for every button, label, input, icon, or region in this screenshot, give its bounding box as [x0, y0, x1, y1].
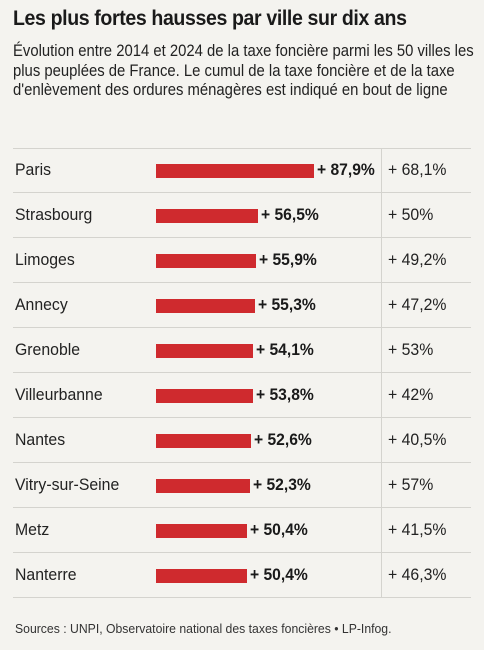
cumulative-label: + 57%	[388, 475, 434, 494]
table-row: Vitry-sur-Seine + 52,3% + 57%	[0, 463, 484, 508]
chart-title: Les plus fortes hausses par ville sur di…	[13, 7, 407, 30]
category-label: Annecy	[15, 295, 68, 314]
cumulative-label: + 42%	[388, 385, 434, 404]
data-label: + 50,4%	[250, 565, 308, 584]
table-row: Limoges + 55,9% + 49,2%	[0, 238, 484, 283]
category-label: Grenoble	[15, 340, 81, 359]
cumulative-label: + 68,1%	[388, 160, 447, 179]
cumulative-label: + 47,2%	[388, 295, 447, 314]
category-label: Nanterre	[15, 565, 77, 584]
row-divider	[13, 462, 471, 463]
row-divider	[13, 372, 471, 373]
category-label: Vitry-sur-Seine	[15, 475, 120, 494]
chart-subtitle: Évolution entre 2014 et 2024 de la taxe …	[13, 42, 474, 99]
row-divider	[13, 507, 471, 508]
source-note: Sources : UNPI, Observatoire national de…	[15, 621, 392, 636]
column-divider	[381, 148, 382, 598]
table-row: Paris + 87,9% + 68,1%	[0, 148, 484, 193]
table-row: Metz + 50,4% + 41,5%	[0, 508, 484, 553]
category-label: Limoges	[15, 250, 75, 269]
category-label: Nantes	[15, 430, 66, 449]
cumulative-label: + 53%	[388, 340, 434, 359]
cumulative-label: + 41,5%	[388, 520, 447, 539]
data-label: + 52,6%	[254, 430, 312, 449]
bar	[156, 569, 247, 583]
bar	[156, 344, 253, 358]
row-divider	[13, 237, 471, 238]
table-row: Annecy + 55,3% + 47,2%	[0, 283, 484, 328]
category-label: Villeurbanne	[15, 385, 103, 404]
data-label: + 55,9%	[259, 250, 317, 269]
category-label: Strasbourg	[15, 205, 93, 224]
table-row: Grenoble + 54,1% + 53%	[0, 328, 484, 373]
row-divider	[13, 282, 471, 283]
bar	[156, 254, 256, 268]
bar	[156, 299, 255, 313]
cumulative-label: + 40,5%	[388, 430, 447, 449]
data-label: + 55,3%	[258, 295, 316, 314]
data-label: + 53,8%	[256, 385, 314, 404]
data-label: + 50,4%	[250, 520, 308, 539]
bar	[156, 524, 247, 538]
row-divider	[13, 327, 471, 328]
bar	[156, 209, 258, 223]
row-divider	[13, 417, 471, 418]
bar	[156, 389, 253, 403]
data-label: + 52,3%	[253, 475, 311, 494]
bar	[156, 434, 251, 448]
table-row: Villeurbanne + 53,8% + 42%	[0, 373, 484, 418]
bar	[156, 479, 250, 493]
bar	[156, 164, 314, 178]
row-divider	[13, 597, 471, 598]
row-divider	[13, 192, 471, 193]
table-row: Nanterre + 50,4% + 46,3%	[0, 553, 484, 598]
table-row: Nantes + 52,6% + 40,5%	[0, 418, 484, 463]
cumulative-label: + 46,3%	[388, 565, 447, 584]
category-label: Metz	[15, 520, 50, 539]
data-label: + 56,5%	[261, 205, 319, 224]
cumulative-label: + 49,2%	[388, 250, 447, 269]
cumulative-label: + 50%	[388, 205, 434, 224]
row-divider	[13, 552, 471, 553]
data-label: + 87,9%	[317, 160, 375, 179]
top-rule	[13, 148, 471, 149]
data-label: + 54,1%	[256, 340, 314, 359]
table-row: Strasbourg + 56,5% + 50%	[0, 193, 484, 238]
category-label: Paris	[15, 160, 52, 179]
